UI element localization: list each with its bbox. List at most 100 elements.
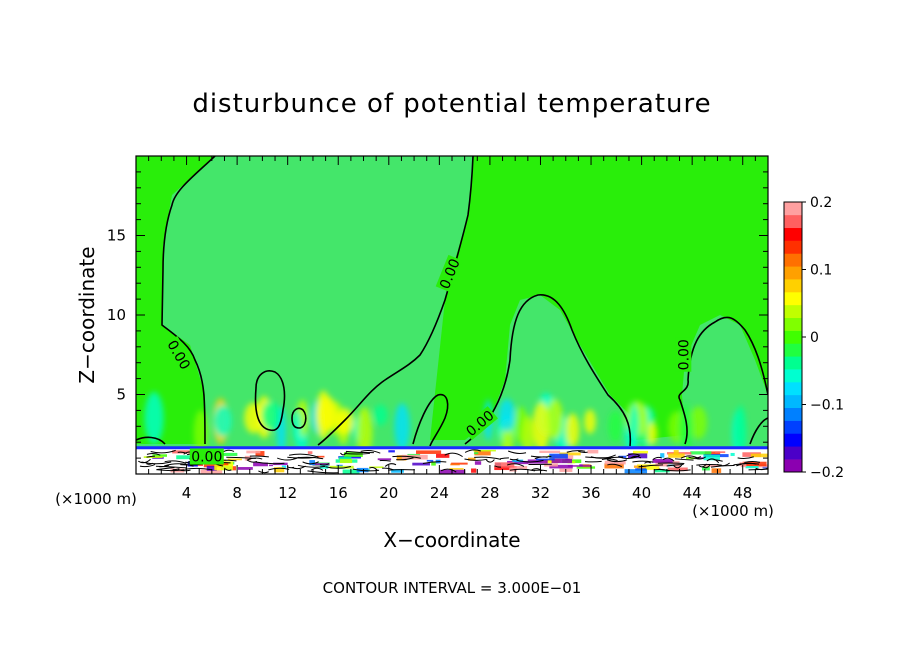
- surface-patch: [674, 450, 679, 455]
- plot-area: 0.000.000.000.000.00: [136, 156, 784, 475]
- colorbar-swatch: [784, 279, 802, 292]
- surface-patch: [715, 451, 725, 453]
- surface-patch: [746, 466, 759, 468]
- surface-patch: [539, 451, 560, 453]
- anomaly-blob: [499, 399, 516, 432]
- surface-patch: [690, 451, 711, 454]
- x-tick-label: 8: [232, 484, 242, 502]
- anomaly-blob: [262, 402, 281, 431]
- surface-patch: [474, 452, 478, 454]
- contour-interval-footer: CONTOUR INTERVAL = 3.000E−01: [323, 579, 582, 597]
- anomaly-blob: [679, 404, 693, 454]
- colorbar-swatch: [784, 215, 802, 228]
- anomaly-blob: [608, 411, 622, 443]
- surface-patch: [633, 451, 648, 454]
- x-tick-label: 40: [632, 484, 651, 502]
- anomaly-blob: [214, 405, 232, 436]
- y-axis-label: Z−coordinate: [75, 246, 99, 383]
- surface-patch: [552, 459, 572, 463]
- anomaly-blob: [374, 405, 388, 426]
- surface-contour: [380, 461, 391, 462]
- x-tick-label: 28: [480, 484, 499, 502]
- anomaly-blob: [547, 399, 563, 439]
- surface-patch: [427, 460, 433, 462]
- surface-patch: [246, 451, 260, 454]
- x-tick-label: 32: [531, 484, 550, 502]
- surface-patch: [660, 453, 664, 458]
- surface-patch: [344, 452, 363, 457]
- anomaly-blob: [316, 391, 331, 439]
- surface-patch: [450, 464, 459, 466]
- anomaly-blob: [584, 409, 596, 433]
- colorbar-swatch: [784, 228, 802, 241]
- x-unit-right: (×1000 m): [692, 502, 774, 520]
- surface-patch: [308, 451, 313, 454]
- colorbar-swatch: [784, 305, 802, 318]
- surface-patch: [378, 458, 391, 460]
- x-tick-label: 16: [329, 484, 348, 502]
- surface-patch: [238, 467, 253, 470]
- surface-patch: [652, 459, 672, 463]
- chart-title: disturbunce of potential temperature: [192, 89, 711, 119]
- y-tick-label: 15: [107, 227, 126, 245]
- surface-patch: [475, 461, 481, 465]
- surface-contour: [658, 463, 684, 464]
- colorbar-swatch: [784, 241, 802, 254]
- colorbar-tick-label: 0: [810, 330, 819, 346]
- colorbar-swatch: [784, 421, 802, 434]
- colorbar-swatch: [784, 318, 802, 331]
- colorbar-swatch: [784, 253, 802, 266]
- y-tick-label: 5: [116, 386, 126, 404]
- surface-patch: [269, 465, 273, 467]
- colorbar-swatch: [784, 202, 802, 215]
- anomaly-blob: [690, 406, 707, 439]
- anomaly-blob: [394, 403, 410, 450]
- colorbar-swatch: [784, 343, 802, 356]
- colorbar-swatch: [784, 369, 802, 382]
- surface-patch: [416, 450, 441, 454]
- x-axis-label: X−coordinate: [383, 528, 520, 552]
- colorbar-tick-label: 0.1: [810, 263, 832, 279]
- anomaly-blob: [647, 422, 657, 445]
- x-tick-label: 48: [733, 484, 752, 502]
- surface-patch: [536, 459, 555, 461]
- surface-patch: [712, 468, 722, 473]
- surface-patch: [471, 468, 476, 472]
- colorbar-swatch: [784, 266, 802, 279]
- x-tick-label: 4: [182, 484, 192, 502]
- x-tick-label: 12: [278, 484, 297, 502]
- surface-patch: [549, 454, 568, 459]
- colorbar-swatch: [784, 292, 802, 305]
- colorbar: 0.2 0.1 0 −0.1 −0.2: [784, 195, 844, 481]
- surface-patch: [340, 459, 352, 463]
- contour-label: 0.00: [676, 339, 692, 370]
- colorbar-swatch: [784, 446, 802, 459]
- colorbar-swatch: [784, 395, 802, 408]
- x-tick-label: 36: [581, 484, 600, 502]
- anomaly-blob: [565, 413, 579, 447]
- colorbar-swatch: [784, 408, 802, 421]
- surface-patch: [388, 450, 395, 452]
- colorbar-swatch: [784, 356, 802, 369]
- colorbar-tick-label: −0.2: [810, 465, 844, 481]
- surface-patch: [309, 460, 315, 465]
- surface-layer: [136, 448, 784, 475]
- surface-patch: [214, 465, 233, 470]
- colorbar-tick-label: 0.2: [810, 195, 832, 211]
- colorbar-tick-label: −0.1: [810, 398, 844, 414]
- colorbar-swatch: [784, 459, 802, 472]
- colorbar-swatch: [784, 331, 802, 344]
- surface-patch: [731, 453, 735, 456]
- surface-patch: [588, 450, 599, 453]
- surface-patch: [625, 469, 647, 473]
- contour-label: 0.00: [191, 450, 222, 466]
- colorbar-swatch: [784, 382, 802, 395]
- x-tick-label: 20: [379, 484, 398, 502]
- y-tick-label: 10: [107, 306, 126, 324]
- x-tick-label: 24: [430, 484, 449, 502]
- colorbar-swatch: [784, 433, 802, 446]
- x-tick-label: 44: [683, 484, 702, 502]
- x-unit-left: (×1000 m): [55, 490, 137, 508]
